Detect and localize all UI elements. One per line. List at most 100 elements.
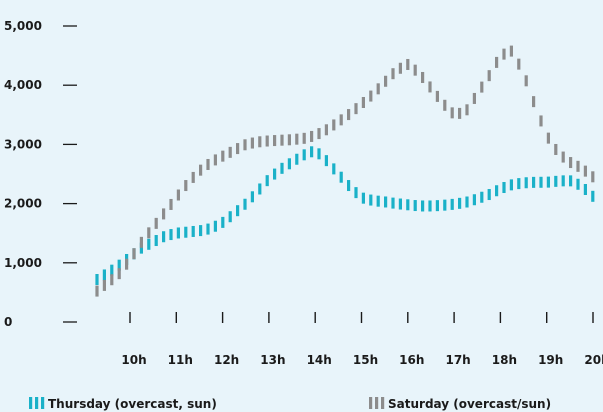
data-point bbox=[110, 264, 114, 276]
data-point bbox=[221, 150, 225, 162]
data-point bbox=[532, 96, 536, 108]
data-point bbox=[354, 187, 358, 199]
data-point bbox=[332, 163, 336, 175]
x-tick-label: 16h bbox=[399, 353, 424, 367]
data-point bbox=[502, 182, 506, 194]
y-tick-label: 5,000 bbox=[4, 19, 42, 33]
x-tick-label: 14h bbox=[307, 353, 332, 367]
data-point bbox=[250, 137, 254, 149]
data-point bbox=[302, 132, 306, 144]
data-point bbox=[517, 58, 521, 70]
data-point bbox=[472, 92, 476, 104]
legend-swatch-saturday bbox=[369, 397, 385, 409]
data-point bbox=[243, 198, 247, 210]
data-point bbox=[443, 199, 447, 211]
data-point bbox=[487, 70, 491, 82]
data-point bbox=[147, 238, 151, 250]
legend-swatch-bar bbox=[375, 397, 379, 409]
data-point bbox=[443, 99, 447, 111]
series-saturday bbox=[95, 45, 595, 297]
data-point bbox=[509, 179, 513, 191]
data-point bbox=[147, 227, 151, 239]
data-point bbox=[398, 62, 402, 74]
x-axis: 10h 11h 12h 13h 14h 15h 16h 17h 18h 19h 20h bbox=[121, 312, 603, 367]
data-point bbox=[583, 165, 587, 177]
data-point bbox=[347, 180, 351, 192]
data-point bbox=[376, 195, 380, 207]
x-tick-label: 20h bbox=[584, 353, 603, 367]
data-point bbox=[117, 259, 121, 271]
data-point bbox=[154, 235, 158, 247]
x-tick-label: 17h bbox=[445, 353, 470, 367]
data-point bbox=[524, 177, 528, 189]
data-point bbox=[258, 136, 262, 148]
data-point bbox=[487, 189, 491, 201]
data-point bbox=[273, 168, 277, 180]
data-point bbox=[206, 158, 210, 170]
data-point bbox=[413, 200, 417, 212]
data-point bbox=[310, 130, 314, 142]
series-thursday bbox=[95, 146, 595, 286]
x-tick-label: 19h bbox=[538, 353, 563, 367]
data-point bbox=[213, 154, 217, 166]
data-point bbox=[354, 103, 358, 115]
data-point bbox=[517, 178, 521, 190]
data-point bbox=[539, 176, 543, 188]
series-layer bbox=[95, 45, 595, 297]
data-point bbox=[435, 200, 439, 212]
data-point bbox=[324, 124, 328, 136]
data-point bbox=[302, 149, 306, 161]
x-tick-label: 13h bbox=[260, 353, 285, 367]
data-point bbox=[546, 132, 550, 144]
data-point bbox=[184, 226, 188, 238]
y-tick-label: 2,000 bbox=[4, 197, 42, 211]
data-point bbox=[228, 211, 232, 223]
data-point bbox=[199, 225, 203, 237]
legend-swatch-bar bbox=[369, 397, 373, 409]
data-point bbox=[406, 199, 410, 211]
data-point bbox=[458, 107, 462, 119]
data-point bbox=[317, 128, 321, 140]
data-point bbox=[554, 175, 558, 187]
data-point bbox=[169, 198, 173, 210]
data-point bbox=[539, 115, 543, 127]
data-point bbox=[480, 191, 484, 203]
data-point bbox=[391, 197, 395, 209]
data-point bbox=[591, 190, 595, 202]
data-point bbox=[369, 90, 373, 102]
data-point bbox=[554, 143, 558, 155]
data-point bbox=[236, 143, 240, 155]
data-point bbox=[569, 157, 573, 169]
data-point bbox=[236, 205, 240, 217]
x-tick-label: 18h bbox=[492, 353, 517, 367]
data-point bbox=[339, 171, 343, 183]
data-point bbox=[576, 160, 580, 172]
data-point bbox=[583, 183, 587, 195]
data-point bbox=[199, 164, 203, 176]
data-point bbox=[176, 189, 180, 201]
data-point bbox=[169, 229, 173, 241]
data-point bbox=[176, 227, 180, 239]
data-point bbox=[287, 134, 291, 146]
legend-label-thursday: Thursday (overcast, sun) bbox=[48, 397, 217, 411]
data-point bbox=[258, 183, 262, 195]
data-point bbox=[310, 146, 314, 158]
data-point bbox=[95, 285, 99, 297]
data-point bbox=[376, 83, 380, 95]
data-point bbox=[450, 198, 454, 210]
legend: Thursday (overcast, sun) Saturday (overc… bbox=[29, 397, 551, 411]
data-point bbox=[139, 236, 143, 248]
data-point bbox=[384, 196, 388, 208]
data-point bbox=[132, 248, 136, 260]
data-point bbox=[591, 171, 595, 183]
data-point bbox=[495, 185, 499, 197]
data-point bbox=[280, 162, 284, 174]
data-point bbox=[102, 279, 106, 291]
data-point bbox=[243, 139, 247, 151]
legend-swatch-thursday bbox=[29, 397, 45, 409]
data-point bbox=[250, 191, 254, 203]
data-point bbox=[502, 48, 506, 60]
data-point bbox=[339, 114, 343, 126]
data-point bbox=[206, 223, 210, 235]
